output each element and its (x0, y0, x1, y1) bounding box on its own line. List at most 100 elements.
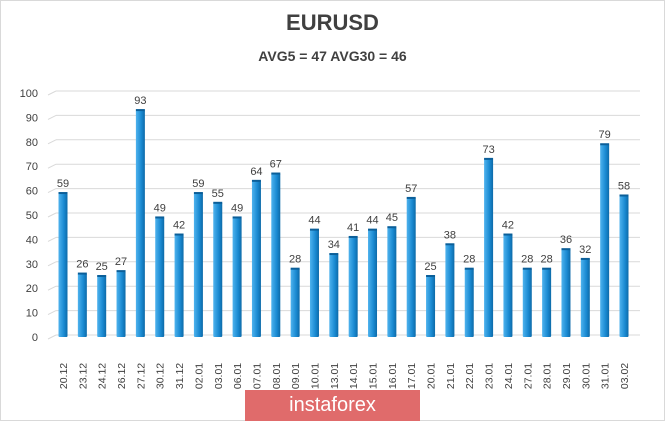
x-tick-label: 14.01 (348, 363, 360, 389)
y-tick-label: 100 (20, 88, 38, 100)
x-tick-label: 30.12 (155, 363, 167, 389)
y-tick-label: 0 (32, 332, 38, 344)
data-label: 38 (444, 229, 456, 241)
gridline-edge (47, 310, 57, 316)
bar-cap (600, 143, 610, 146)
x-tick-label: 23.12 (77, 363, 89, 389)
instaforex-logo: instaforex (245, 390, 420, 421)
data-label: 57 (405, 183, 417, 195)
bar-cap (348, 235, 358, 238)
data-label: 44 (308, 215, 320, 227)
bar-cap (503, 233, 513, 236)
bar (368, 229, 378, 337)
bar-cap (116, 270, 126, 273)
data-label: 45 (386, 212, 398, 224)
bar (58, 193, 68, 337)
bar (561, 249, 571, 337)
bar (174, 234, 184, 337)
x-tick-label: 30.01 (580, 363, 592, 389)
bar-cap (580, 257, 590, 260)
bar-cap (213, 201, 223, 204)
data-label: 59 (57, 178, 69, 190)
bar (503, 234, 513, 337)
bar (580, 258, 590, 337)
data-label: 42 (173, 220, 185, 232)
x-tick-label: 24.12 (97, 363, 109, 389)
bar-cap (155, 216, 165, 219)
y-tick-label: 40 (26, 234, 38, 246)
x-tick-label: 13.01 (329, 363, 341, 389)
data-label: 41 (347, 222, 359, 234)
x-tick-label: 28.01 (542, 363, 554, 389)
bar-cap (368, 228, 378, 231)
x-tick-label: 29.01 (561, 363, 573, 389)
data-label: 49 (154, 202, 166, 214)
data-label: 28 (540, 254, 552, 266)
data-label: 49 (231, 202, 243, 214)
bar-cap (271, 172, 281, 175)
bar-cap (619, 194, 629, 197)
data-label: 27 (115, 256, 127, 268)
bar (290, 268, 300, 337)
x-tick-label: 20.01 (426, 363, 438, 389)
data-label: 93 (134, 95, 146, 107)
data-label: 28 (289, 254, 301, 266)
bar (464, 268, 474, 337)
data-label: 36 (560, 234, 572, 246)
x-tick-label: 03.02 (619, 363, 631, 389)
x-tick-label: 24.01 (503, 363, 515, 389)
bar-cap (406, 196, 416, 199)
bar-cap (426, 275, 436, 277)
x-tick-label: 15.01 (368, 363, 380, 389)
data-label: 42 (502, 220, 514, 232)
chart-title: EURUSD (286, 10, 379, 35)
bar-cap (445, 243, 455, 246)
gridline-edge (47, 114, 57, 120)
x-tick-label: 31.12 (174, 363, 186, 389)
gridline-edge (47, 261, 57, 267)
bar-cap (329, 253, 339, 256)
data-label: 79 (599, 129, 611, 141)
bar-cap (135, 109, 145, 112)
bar-cap (58, 192, 68, 195)
data-label: 58 (618, 180, 630, 192)
bar-cap (484, 157, 494, 160)
y-tick-label: 80 (26, 137, 38, 149)
gridline-edge (47, 236, 57, 242)
bar (619, 195, 629, 337)
data-label: 28 (521, 254, 533, 266)
bar-cap (542, 267, 552, 270)
x-tick-label: 08.01 (271, 363, 283, 389)
x-tick-label: 31.01 (600, 363, 612, 389)
bar (387, 227, 397, 337)
data-label: 64 (250, 166, 262, 178)
bar (155, 217, 165, 337)
chart-subtitle: AVG5 = 47 AVG30 = 46 (258, 48, 407, 64)
y-tick-label: 60 (26, 186, 38, 198)
bar (542, 268, 552, 337)
gridline-edge (47, 163, 57, 169)
data-label: 44 (366, 215, 378, 227)
y-tick-label: 10 (26, 308, 38, 320)
x-tick-label: 03.01 (213, 363, 225, 389)
x-tick-label: 07.01 (251, 363, 263, 389)
x-tick-label: 20.12 (58, 363, 70, 389)
bar (348, 236, 358, 337)
x-tick-label: 10.01 (309, 363, 321, 389)
x-tick-label: 17.01 (406, 363, 418, 389)
bar (193, 193, 203, 337)
data-label: 73 (482, 144, 494, 156)
bar (445, 244, 455, 337)
bar (213, 202, 223, 337)
gridline-edge (47, 90, 57, 96)
gridline-edge (47, 285, 57, 291)
bar (251, 180, 261, 337)
x-tick-label: 06.01 (232, 363, 244, 389)
gridline-edge (47, 212, 57, 218)
x-tick-label: 22.01 (464, 363, 476, 389)
bar (97, 276, 107, 337)
y-tick-label: 20 (26, 283, 38, 295)
x-tick-label: 27.01 (522, 363, 534, 389)
x-tick-label: 02.01 (193, 363, 205, 389)
bar-cap (561, 248, 571, 251)
